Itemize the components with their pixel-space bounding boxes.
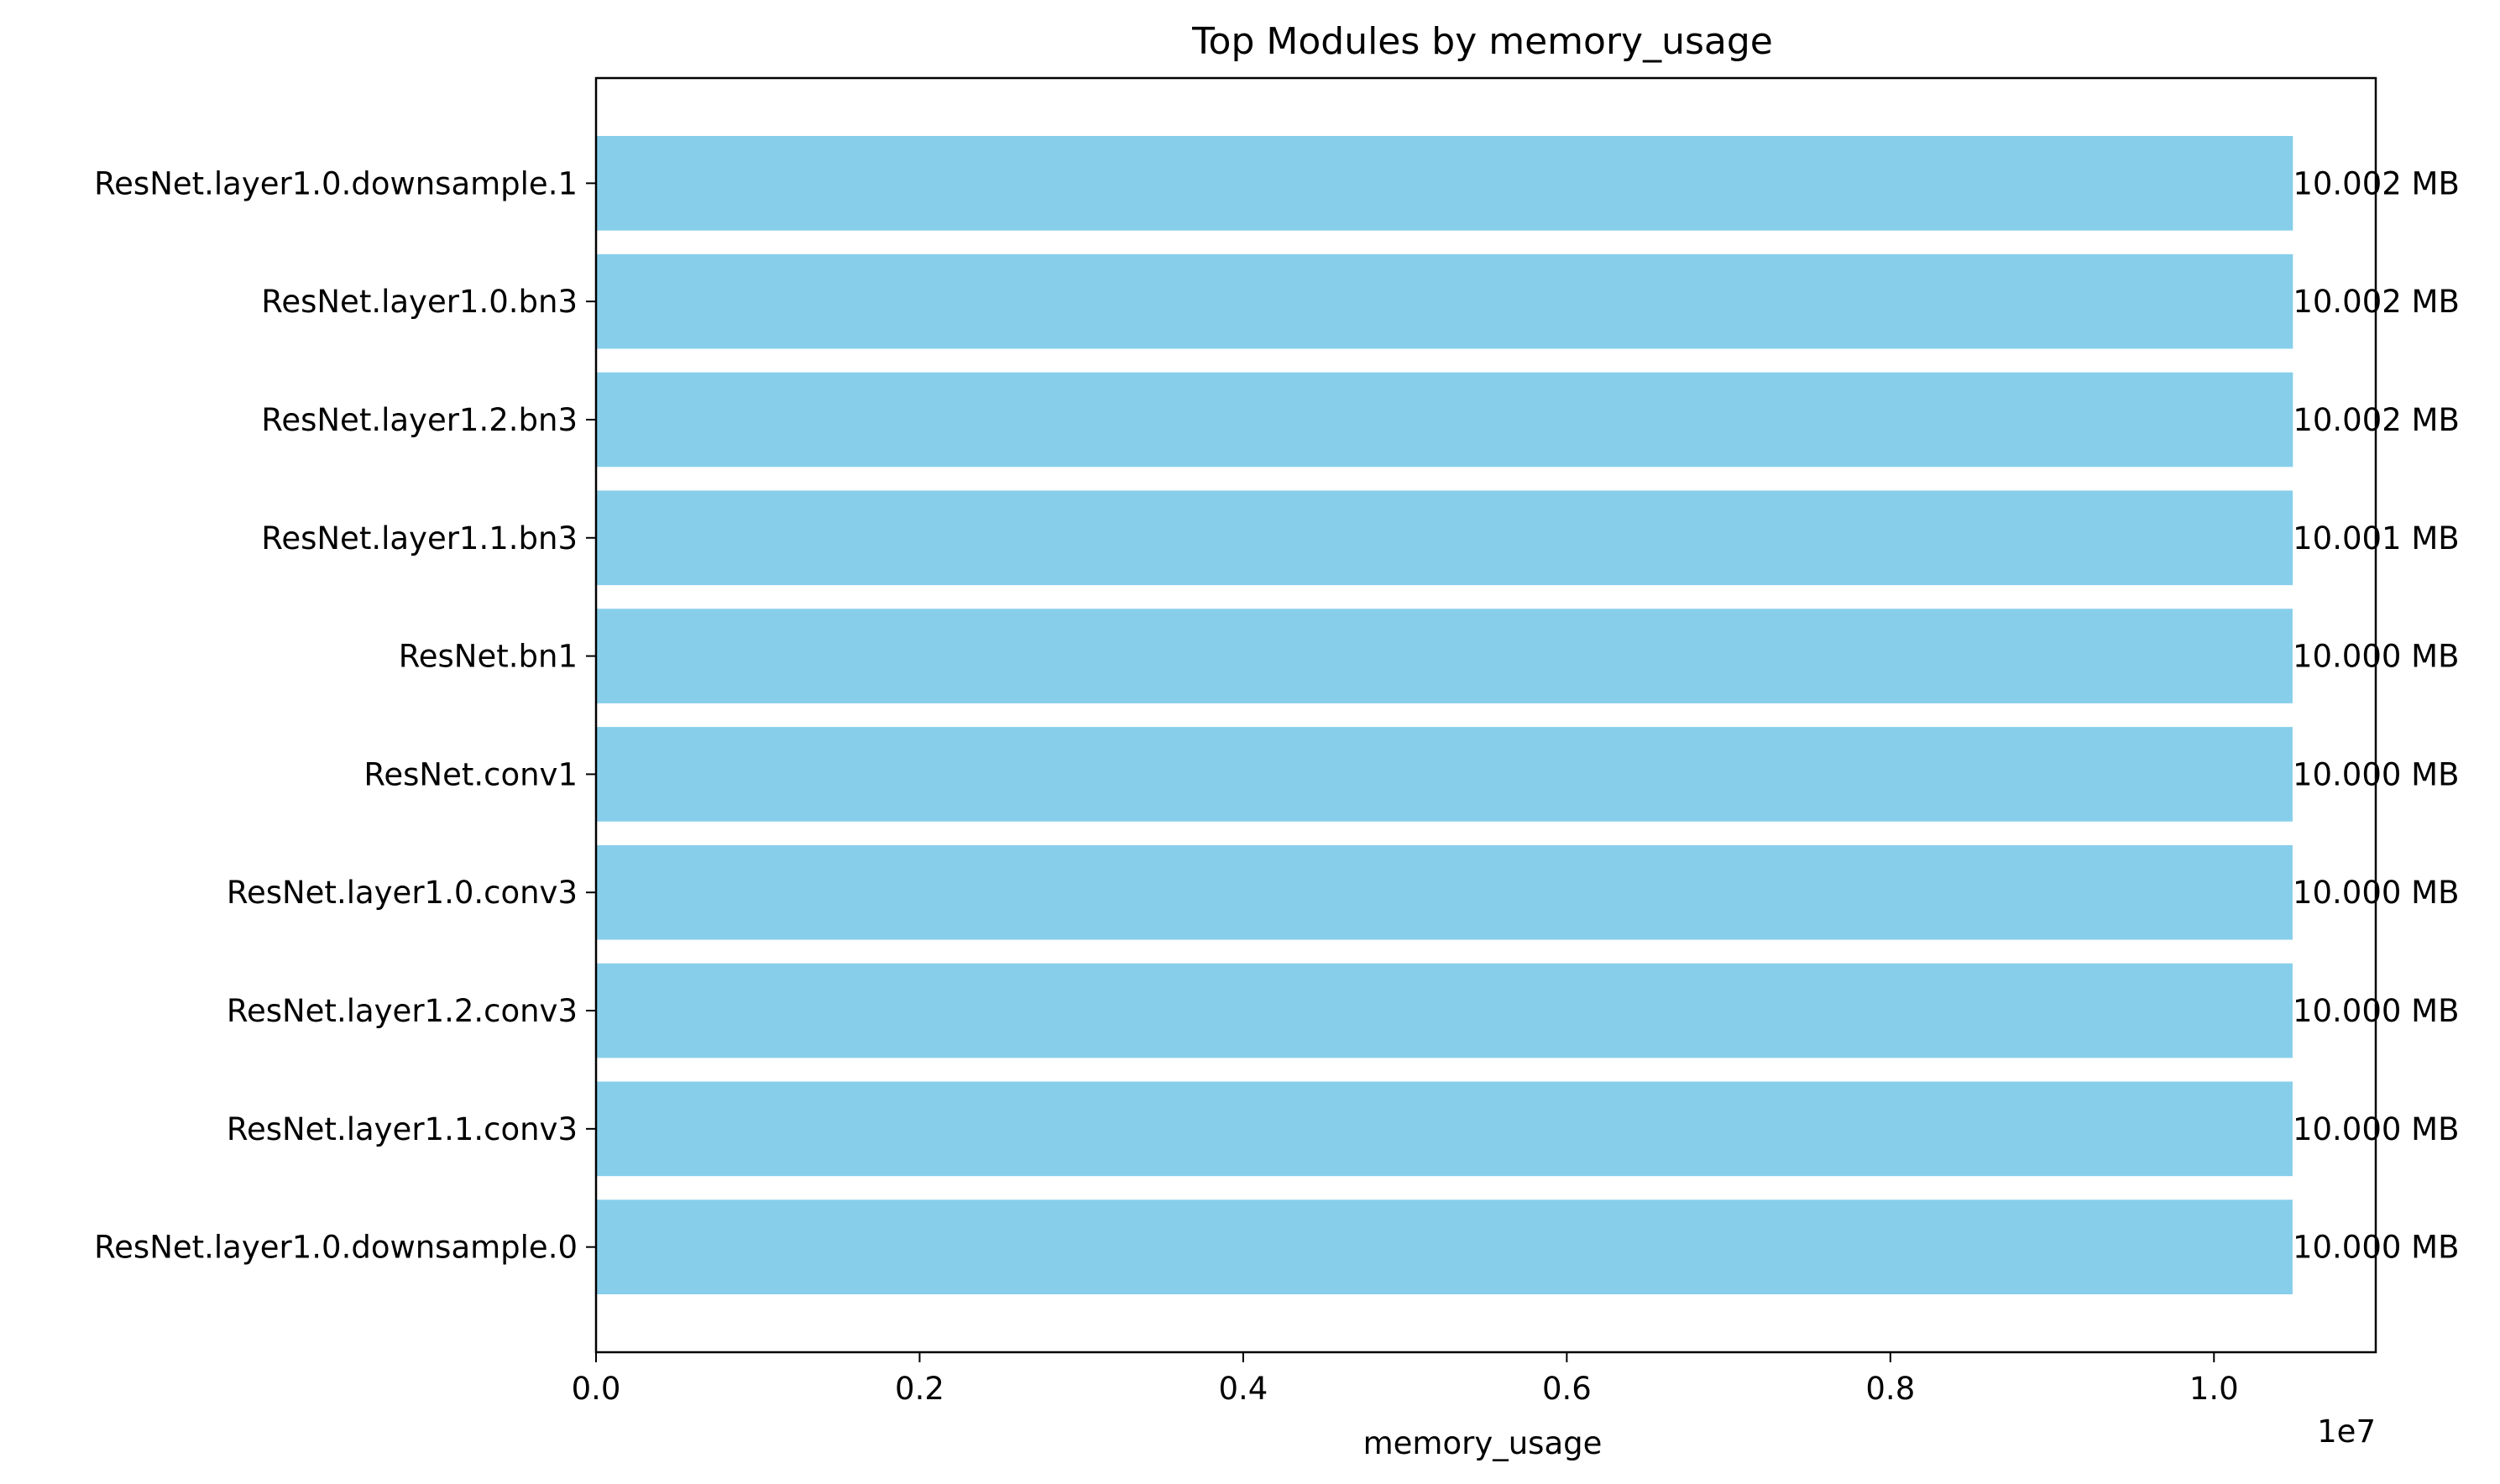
- bar: [596, 490, 2293, 586]
- bar: [596, 253, 2293, 349]
- data-label: 10.000 MB: [2293, 1230, 2460, 1266]
- bar: [596, 1081, 2293, 1177]
- x-tick-label: 1.0: [2189, 1371, 2239, 1407]
- x-tick-label: 0.2: [895, 1371, 944, 1407]
- bar: [596, 1199, 2293, 1294]
- data-label: 10.000 MB: [2293, 875, 2460, 911]
- y-tick-label: ResNet.layer1.0.conv3: [227, 875, 578, 911]
- data-label: 10.002 MB: [2293, 284, 2460, 320]
- data-labels: 10.002 MB 10.002 MB 10.002 MB 10.001 MB 10.0…: [2293, 165, 2460, 1265]
- x-axis-offset-text: 1e7: [2317, 1413, 2376, 1450]
- data-label: 10.002 MB: [2293, 402, 2460, 438]
- bars-layer: [596, 136, 2293, 1294]
- data-label: 10.002 MB: [2293, 165, 2460, 201]
- x-tick-label: 0.0: [572, 1371, 621, 1407]
- data-label: 10.000 MB: [2293, 756, 2460, 792]
- y-tick-label: ResNet.layer1.1.bn3: [261, 520, 578, 556]
- bar: [596, 727, 2293, 822]
- data-label: 10.000 MB: [2293, 993, 2460, 1029]
- y-tick-label: ResNet.layer1.1.conv3: [227, 1111, 578, 1147]
- y-tick-label: ResNet.layer1.0.downsample.1: [94, 165, 578, 201]
- y-tick-label: ResNet.layer1.2.bn3: [261, 402, 578, 438]
- bar: [596, 372, 2293, 468]
- x-axis-label: memory_usage: [1363, 1425, 1603, 1461]
- y-axis: ResNet.layer1.0.downsample.1 ResNet.layer…: [94, 165, 596, 1266]
- y-tick-label: ResNet.conv1: [363, 756, 578, 792]
- plot-frame: [594, 76, 2377, 1354]
- bar: [596, 844, 2293, 940]
- data-label: 10.001 MB: [2293, 520, 2460, 556]
- y-tick-label: ResNet.bn1: [399, 639, 578, 675]
- x-tick-label: 0.8: [1865, 1371, 1915, 1407]
- y-tick-label: ResNet.layer1.2.conv3: [227, 993, 578, 1029]
- bar: [596, 136, 2293, 231]
- chart-title: Top Modules by memory_usage: [1191, 20, 1773, 63]
- bar: [596, 609, 2293, 703]
- y-tick-label: ResNet.layer1.0.bn3: [261, 284, 578, 320]
- bar: [596, 963, 2293, 1058]
- data-label: 10.000 MB: [2293, 1111, 2460, 1147]
- x-tick-label: 0.6: [1542, 1371, 1592, 1407]
- x-tick-label: 0.4: [1218, 1371, 1268, 1407]
- x-axis: 0.0 0.2 0.4 0.6 0.8 1.0: [572, 1352, 2239, 1407]
- y-tick-label: ResNet.layer1.0.downsample.0: [94, 1230, 578, 1266]
- data-label: 10.000 MB: [2293, 639, 2460, 675]
